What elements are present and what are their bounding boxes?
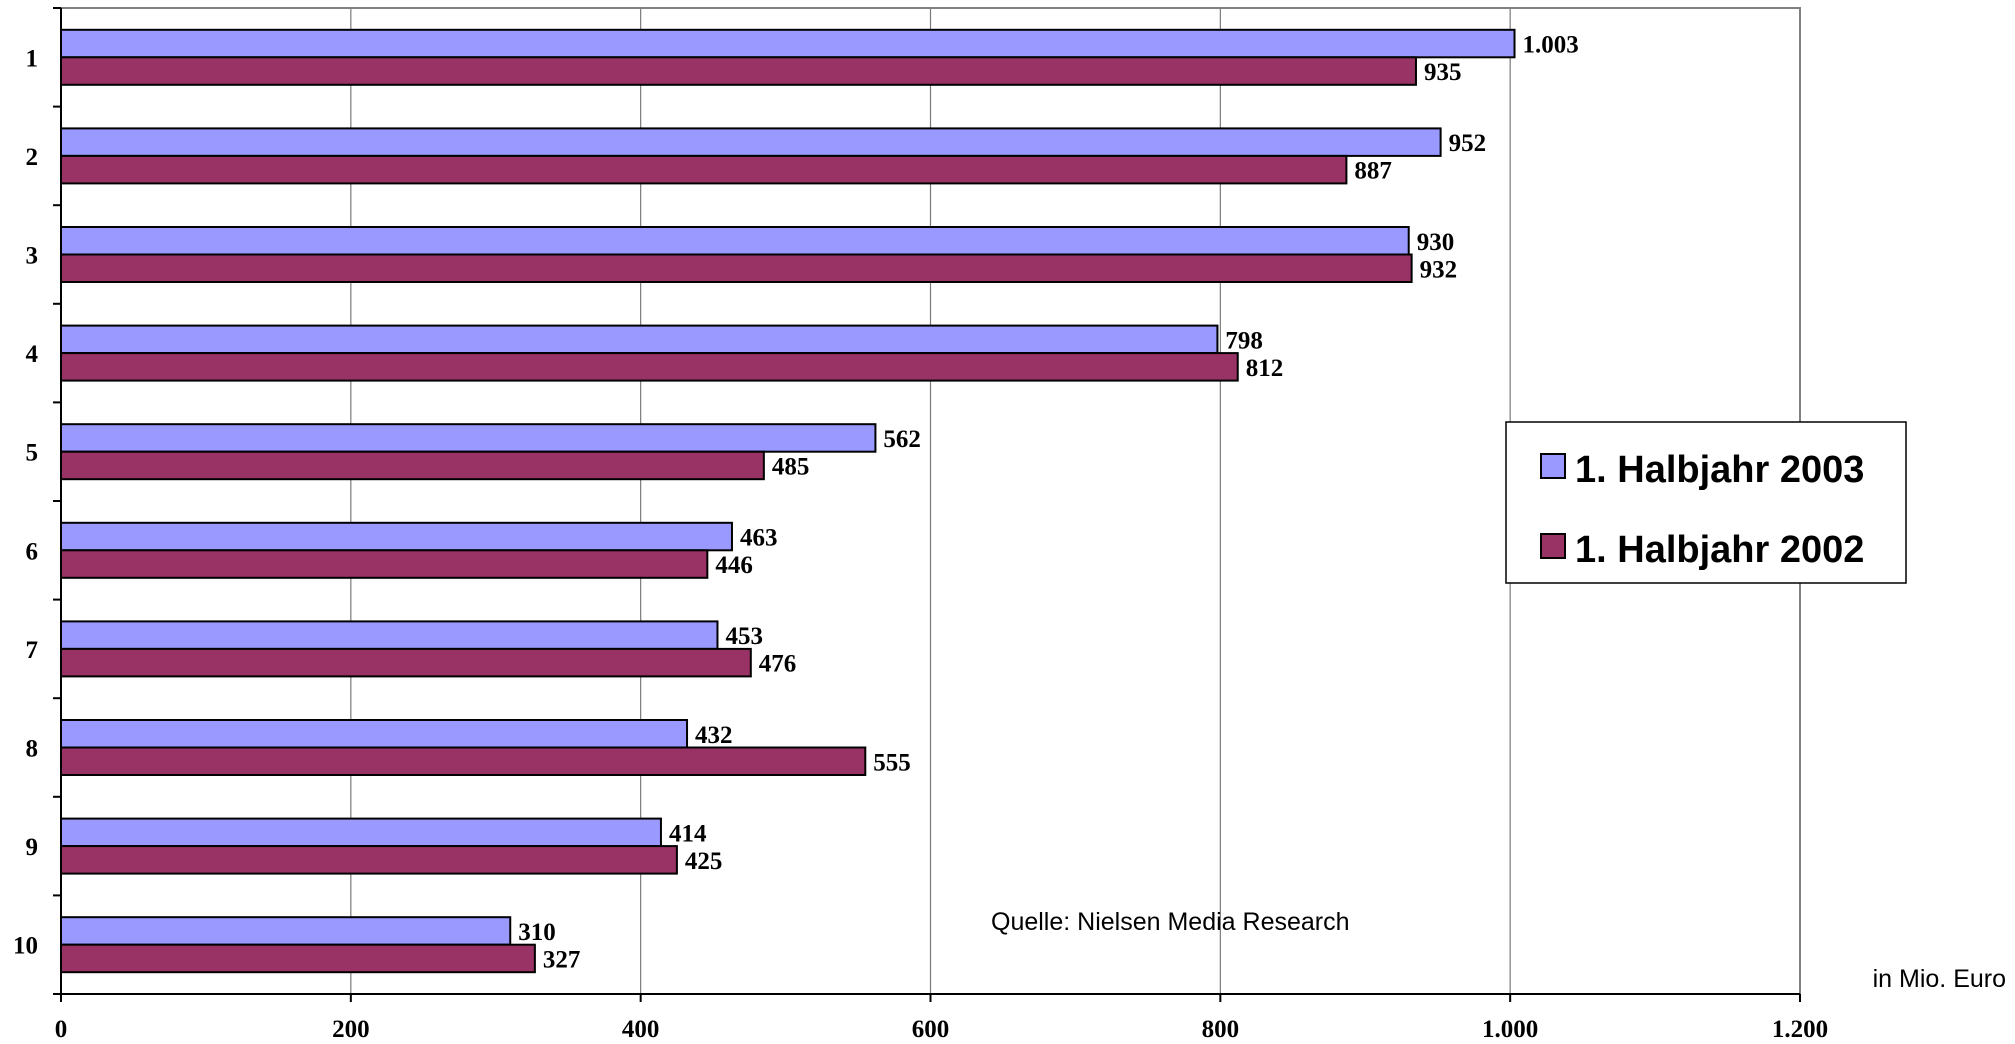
data-label-series1-cat7: 476 [759,651,797,678]
data-label-series1-cat5: 485 [772,453,810,480]
data-label-series0-cat5: 562 [883,426,921,453]
bar-series1-cat4 [60,352,1239,382]
bar-series0-cat7 [60,620,719,650]
bar-series1-cat7 [60,647,752,678]
y-tick-label-6: 6 [26,538,39,565]
y-tick-label-5: 5 [26,440,39,467]
data-label-series1-cat9: 425 [685,848,723,875]
data-label-series0-cat7: 453 [725,623,763,650]
data-label-series1-cat6: 446 [715,552,753,579]
bar-series1-cat3 [60,253,1413,283]
y-tick-label-10: 10 [13,933,38,960]
legend-box [1505,421,1907,584]
y-tick-label-8: 8 [26,736,39,763]
bar-series1-cat9 [60,845,678,875]
bar-series0-cat8 [60,719,689,749]
unit-label: in Mio. Euro [1873,965,2006,993]
legend-label-2003: 1. Halbjahr 2003 [1575,449,1864,491]
data-label-series1-cat4: 812 [1246,355,1284,382]
x-tick-label-0: 0 [55,1016,68,1043]
bar-series0-cat4 [60,324,1219,355]
x-tick-label-4: 800 [1202,1016,1240,1043]
bar-series0-cat5 [60,423,877,453]
data-label-series0-cat4: 798 [1225,327,1263,354]
tick-labels: 1 2 3 4 5 6 7 8 9 10 0 200 400 600 800 1.000 1.200 [13,45,1828,1043]
bar-series0-cat3 [60,226,1410,256]
legend: 1. Halbjahr 2003 1. Halbjahr 2002 [1505,421,1907,584]
x-tick-label-6: 1.200 [1772,1016,1828,1043]
bars [60,28,1516,974]
bar-series1-cat2 [60,154,1348,185]
legend-swatch-2003 [1540,453,1566,479]
bar-series1-cat8 [60,746,867,776]
x-tick-label-3: 600 [912,1016,950,1043]
bar-series1-cat1 [60,56,1417,86]
legend-swatch-2002 [1540,533,1566,559]
data-label-series0-cat6: 463 [740,525,778,552]
data-label-series1-cat1: 935 [1424,59,1462,86]
data-label-series0-cat10: 310 [518,919,556,946]
data-label-series0-cat3: 930 [1417,229,1455,256]
y-tick-label-4: 4 [26,341,39,368]
x-tick-label-2: 400 [622,1016,660,1043]
x-tick-label-1: 200 [332,1016,370,1043]
legend-label-2002: 1. Halbjahr 2002 [1575,529,1864,571]
data-label-series1-cat2: 887 [1354,158,1392,185]
bar-series0-cat1 [60,28,1516,59]
bar-series1-cat6 [60,549,709,579]
x-tick-label-5: 1.000 [1482,1016,1538,1043]
data-label-series1-cat10: 327 [543,946,581,973]
data-label-series0-cat9: 414 [669,820,707,847]
data-label-series1-cat8: 555 [873,749,911,776]
bar-series0-cat9 [60,817,662,848]
source-note: Quelle: Nielsen Media Research [991,908,1350,936]
data-label-series0-cat2: 952 [1449,130,1487,157]
bar-series1-cat5 [60,450,765,481]
y-tick-label-7: 7 [26,637,39,664]
bar-series1-cat10 [60,943,536,974]
data-label-series1-cat3: 932 [1420,256,1458,283]
y-tick-label-9: 9 [26,834,39,861]
y-tick-label-3: 3 [26,243,39,270]
data-label-series0-cat8: 432 [695,722,733,749]
bar-series0-cat2 [60,127,1442,157]
y-tick-label-1: 1 [26,45,39,72]
data-label-series0-cat1: 1.003 [1523,32,1579,59]
bar-series0-cat6 [60,521,733,552]
y-tick-label-2: 2 [26,144,39,171]
bar-series0-cat10 [60,916,512,946]
